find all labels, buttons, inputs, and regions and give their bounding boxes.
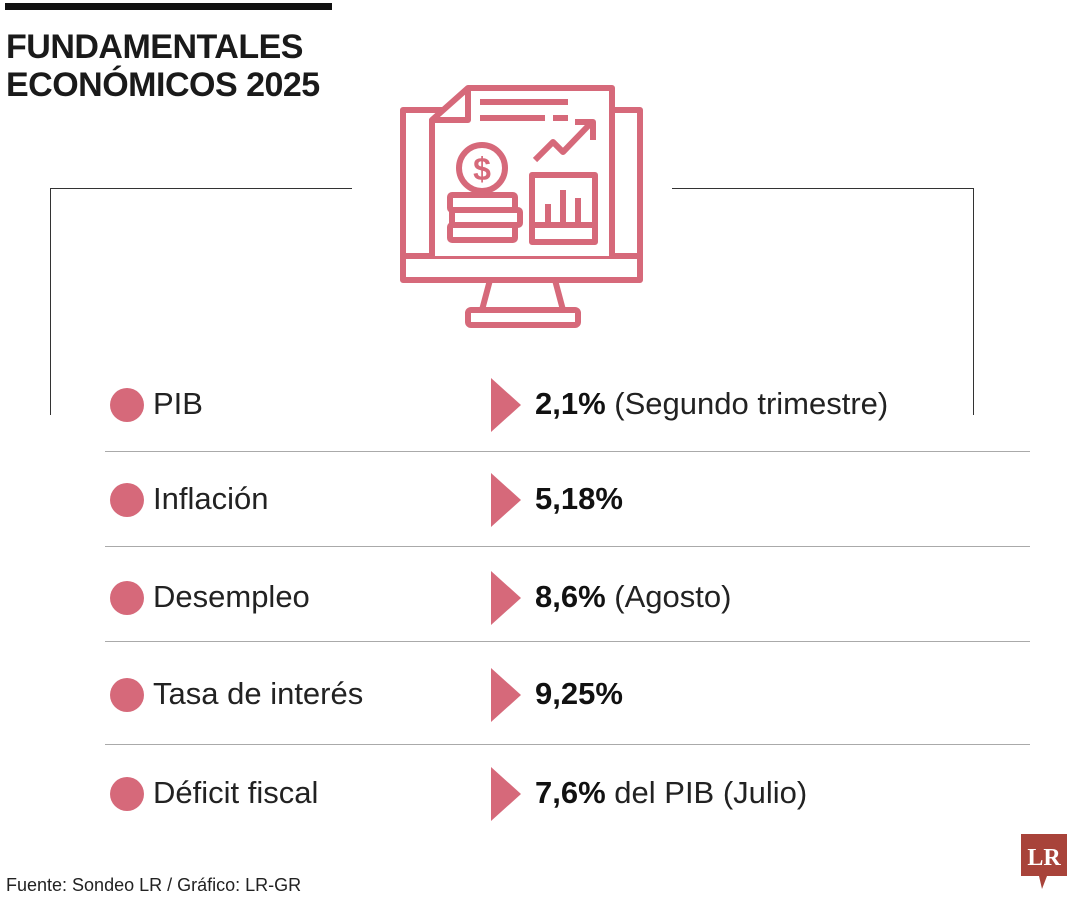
source-note: Fuente: Sondeo LR / Gráfico: LR-GR bbox=[6, 875, 302, 895]
value-note: (Agosto) bbox=[605, 579, 732, 614]
pointer-triangle-icon bbox=[491, 668, 521, 722]
top-rule bbox=[5, 3, 332, 10]
bullet-dot-icon bbox=[110, 777, 144, 811]
indicator-row-desempleo: Desempleo 8,6% (Agosto) bbox=[105, 571, 1030, 631]
indicator-label: Inflación bbox=[153, 481, 269, 516]
indicator-row-pib: PIB 2,1% (Segundo trimestre) bbox=[105, 378, 1030, 438]
value-number: 9,25% bbox=[535, 676, 623, 711]
indicator-row-tasa-interes: Tasa de interés 9,25% bbox=[105, 668, 1030, 728]
pointer-triangle-icon bbox=[491, 767, 521, 821]
pointer-triangle-icon bbox=[491, 473, 521, 527]
value-number: 8,6% bbox=[535, 579, 606, 614]
economic-report-monitor-icon: $ bbox=[400, 85, 643, 328]
row-divider bbox=[105, 744, 1030, 745]
indicator-value: 5,18% bbox=[535, 481, 623, 517]
pointer-triangle-icon bbox=[491, 378, 521, 432]
title-line-1: FUNDAMENTALES bbox=[6, 28, 303, 66]
frame-line bbox=[50, 188, 51, 415]
value-number: 7,6% bbox=[535, 775, 606, 810]
svg-text:$: $ bbox=[473, 151, 491, 187]
indicator-label: Déficit fiscal bbox=[153, 775, 319, 810]
indicator-value: 2,1% (Segundo trimestre) bbox=[535, 386, 888, 422]
bullet-dot-icon bbox=[110, 388, 144, 422]
frame-line bbox=[973, 188, 974, 415]
lr-logo: LR bbox=[1021, 834, 1067, 889]
indicator-value: 7,6% del PIB (Julio) bbox=[535, 775, 807, 811]
value-note: (Segundo trimestre) bbox=[605, 386, 889, 421]
indicator-value: 8,6% (Agosto) bbox=[535, 579, 731, 615]
value-number: 2,1% bbox=[535, 386, 606, 421]
value-number: 5,18% bbox=[535, 481, 623, 516]
indicator-value: 9,25% bbox=[535, 676, 623, 712]
row-divider bbox=[105, 451, 1030, 452]
indicator-label: Tasa de interés bbox=[153, 676, 364, 711]
frame-line bbox=[50, 188, 352, 189]
row-divider bbox=[105, 546, 1030, 547]
bullet-dot-icon bbox=[110, 581, 144, 615]
svg-text:LR: LR bbox=[1027, 845, 1061, 871]
row-divider bbox=[105, 641, 1030, 642]
indicator-label: Desempleo bbox=[153, 579, 310, 614]
pointer-triangle-icon bbox=[491, 571, 521, 625]
bullet-dot-icon bbox=[110, 483, 144, 517]
title-line-2: ECONÓMICOS 2025 bbox=[6, 66, 320, 104]
indicator-label: PIB bbox=[153, 386, 203, 421]
value-note: del PIB (Julio) bbox=[605, 775, 808, 810]
frame-line bbox=[672, 188, 974, 189]
indicator-row-deficit-fiscal: Déficit fiscal 7,6% del PIB (Julio) bbox=[105, 767, 1030, 827]
page-title: FUNDAMENTALES ECONÓMICOS 2025 bbox=[6, 28, 320, 104]
bullet-dot-icon bbox=[110, 678, 144, 712]
indicator-row-inflacion: Inflación 5,18% bbox=[105, 473, 1030, 533]
